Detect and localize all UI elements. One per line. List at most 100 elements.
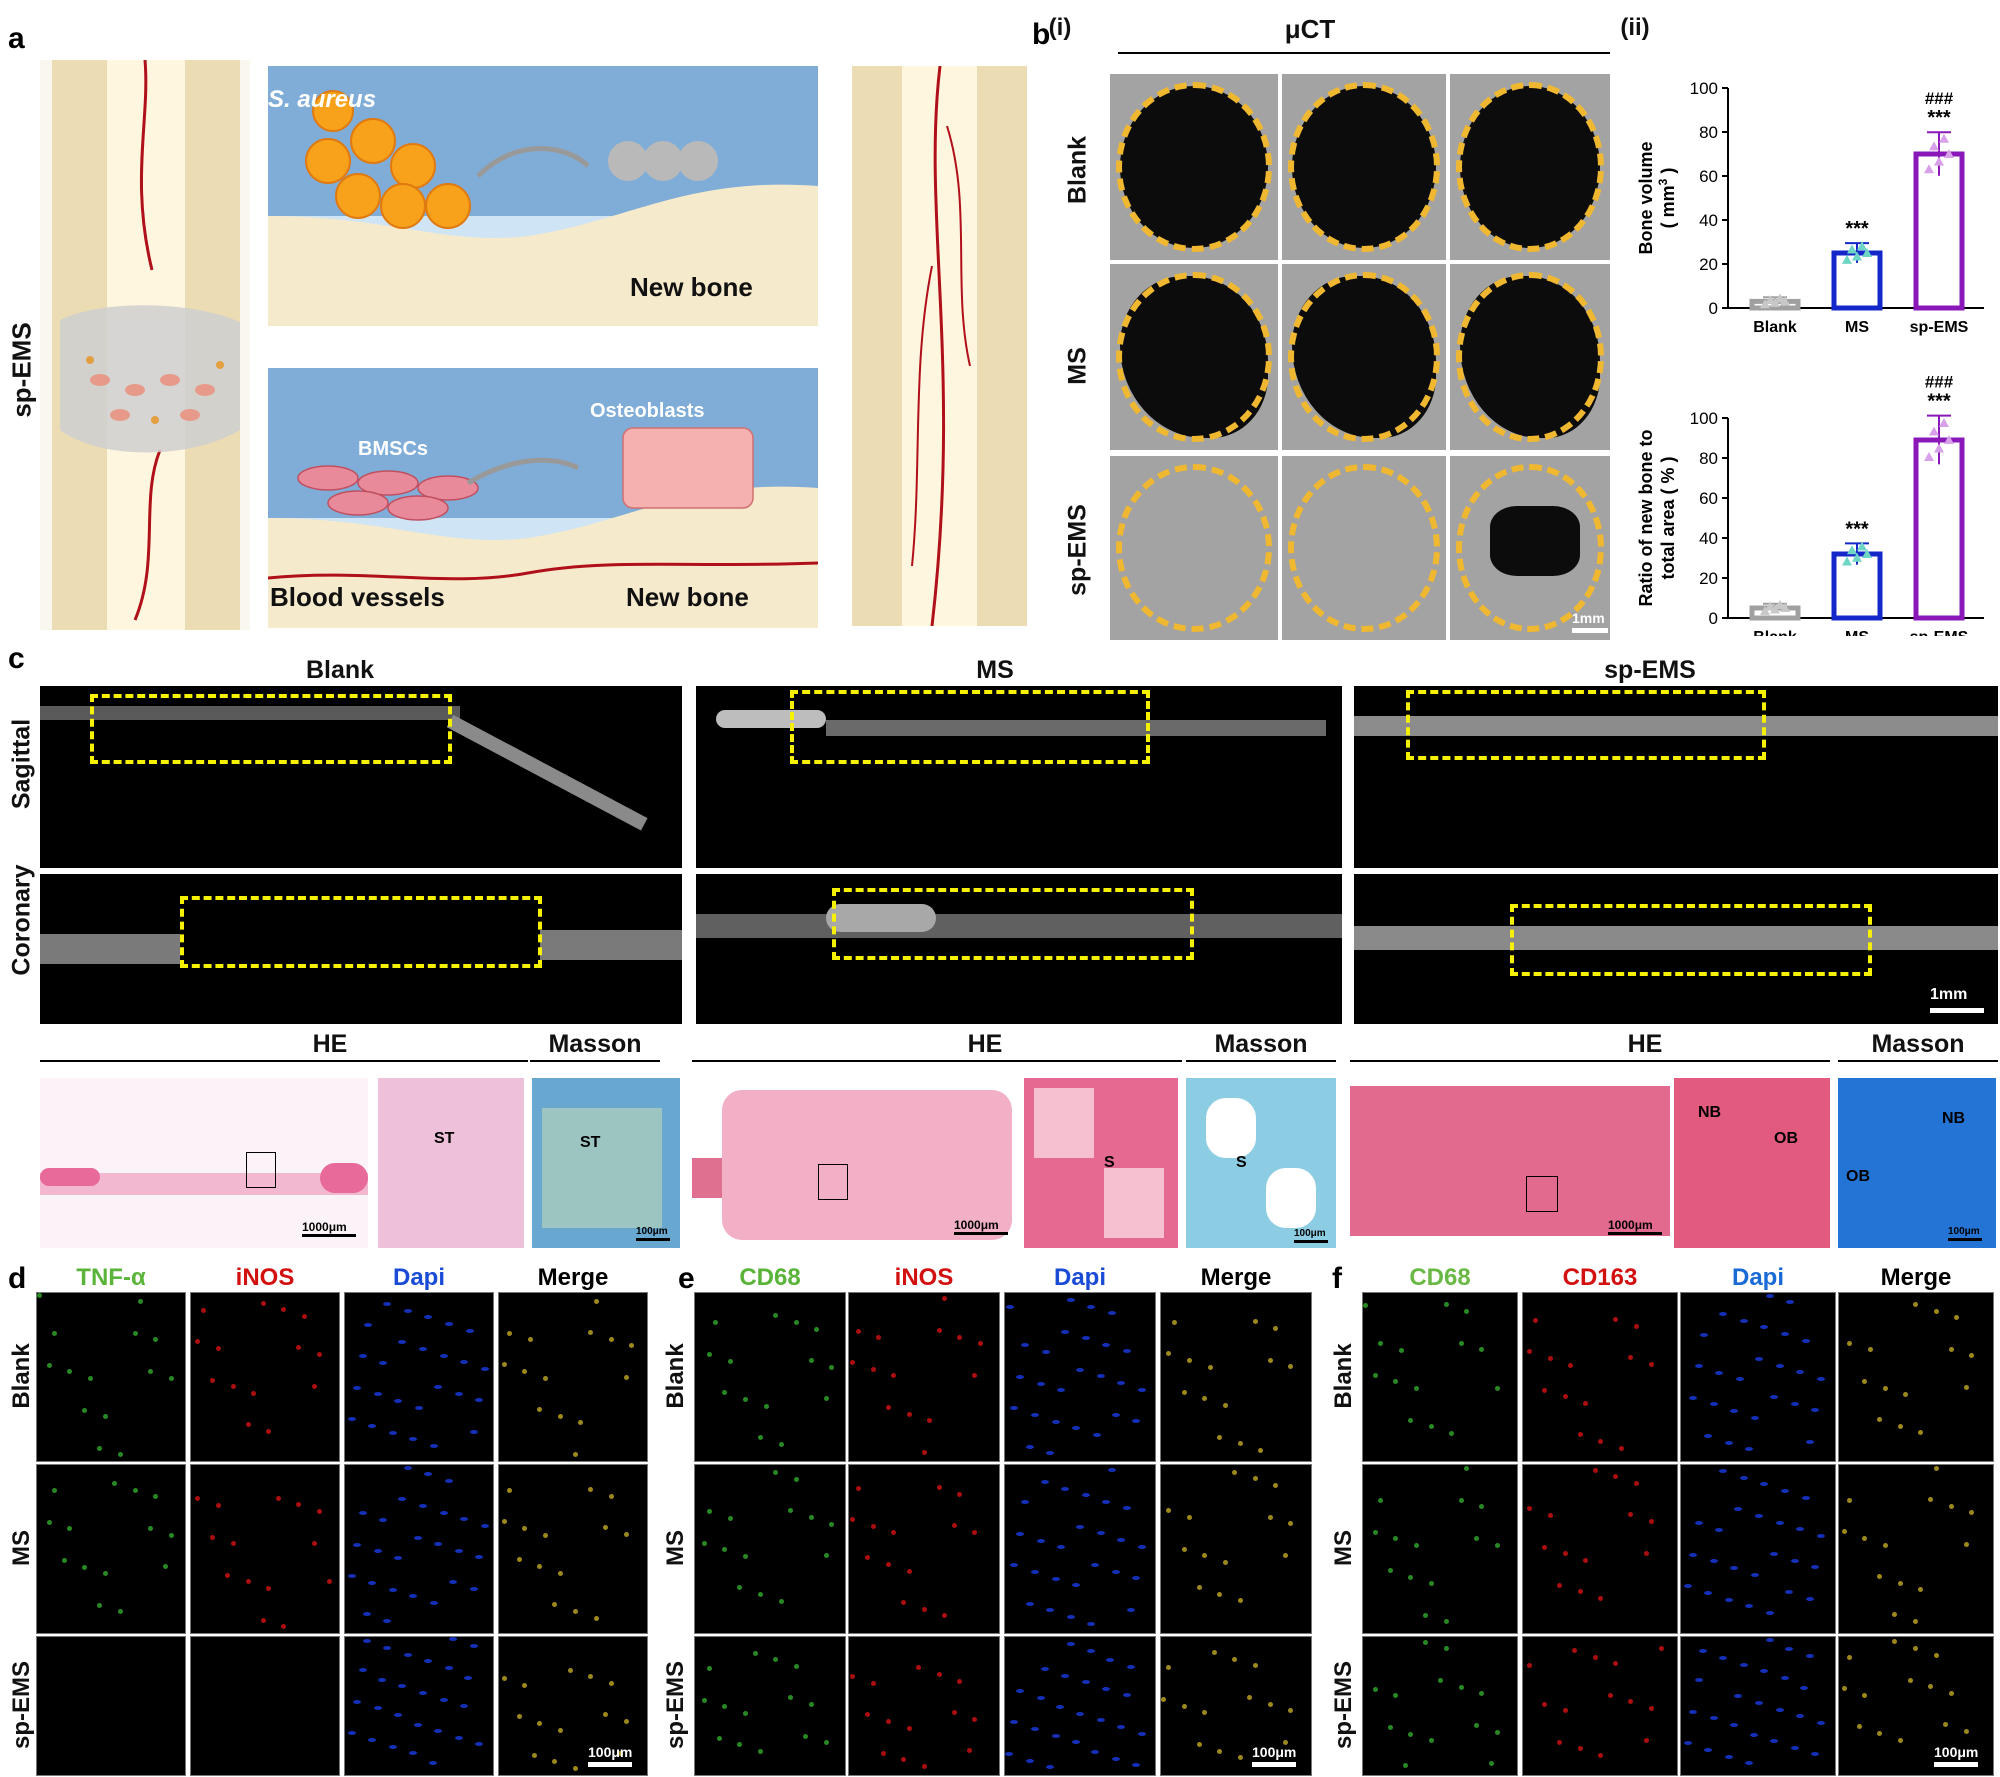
ct-coronary-sp-ems: [1354, 874, 1998, 1024]
masson-ms: S 100μm: [1186, 1078, 1336, 1248]
panel-label-c: c: [8, 642, 25, 675]
if-image: [848, 1636, 1000, 1776]
bmscs-label: BMSCs: [358, 438, 429, 460]
y-tick-label: 40: [1699, 529, 1718, 548]
data-point: [1842, 556, 1852, 566]
if-image: [498, 1464, 648, 1634]
ct-sagittal-ms: [696, 686, 1342, 868]
masson-header-blank: Masson: [548, 1030, 642, 1058]
panel-c-header-ms: MS: [976, 656, 1014, 684]
masson-sp-ems: NB OB 100μm: [1838, 1078, 1996, 1248]
nb-label: NB: [1698, 1104, 1722, 1121]
panel-b-sub-i: (i): [1048, 14, 1072, 41]
data-point: [1852, 251, 1862, 261]
panel-c-row-coronary: Coronary: [7, 864, 36, 976]
data-point: [1929, 141, 1939, 151]
if-image: [1160, 1636, 1312, 1776]
uct-image: [1282, 74, 1446, 260]
panel-c-header-sp-ems: sp-EMS: [1604, 656, 1696, 684]
if-image: [498, 1636, 648, 1776]
he-header-ms: HE: [967, 1030, 1003, 1058]
ob-label: OB: [1774, 1130, 1798, 1147]
data-point: [1924, 452, 1934, 462]
y-tick-label: 100: [1690, 79, 1718, 98]
if-row-label: MS: [1330, 1530, 1357, 1566]
if-scale-text: 100μm: [588, 1744, 633, 1760]
if-stain-header: iNOS: [894, 1264, 954, 1291]
if-image: [190, 1636, 340, 1776]
new-bone-ratio-chart: 020406080100BlankMS***sp-EMS***###Ratio …: [1636, 373, 1984, 636]
y-tick-label: 20: [1699, 569, 1718, 588]
if-image: [1680, 1292, 1836, 1462]
data-point: [1847, 545, 1857, 555]
if-stain-header: Merge: [1880, 1264, 1952, 1291]
if-image: [344, 1464, 494, 1634]
s-aureus-illustration: [268, 66, 818, 326]
uct-title-rule: [1118, 52, 1610, 54]
data-point: [1939, 417, 1949, 427]
if-stain-header: CD68: [739, 1264, 801, 1291]
if-image: [694, 1636, 846, 1776]
if-scale-bar: [1252, 1762, 1296, 1767]
data-point: [1770, 604, 1780, 614]
data-point: [1862, 549, 1872, 558]
data-point: [1857, 241, 1867, 251]
significance-label: ***: [1845, 518, 1869, 540]
masson-rule-ms: [1186, 1060, 1336, 1062]
masson-header-sp-ems: Masson: [1871, 1030, 1965, 1058]
uct-image: [1450, 456, 1610, 640]
uct-image: [1282, 456, 1446, 640]
if-scale-bar: [1934, 1762, 1978, 1767]
ct-scale-bar: [1930, 1008, 1984, 1013]
masson-blank: ST 100μm: [532, 1078, 680, 1248]
defect-outline: [1288, 464, 1440, 632]
ct-coronary-ms: [696, 874, 1342, 1024]
defect-outline: [1456, 272, 1604, 442]
data-point: [1765, 601, 1775, 611]
if-image: [344, 1636, 494, 1776]
significance-label: ***: [1845, 218, 1869, 240]
defect-outline: [1116, 82, 1272, 252]
data-point: [1760, 299, 1770, 309]
st-label: ST: [580, 1134, 601, 1151]
significance-label: ***: [1927, 107, 1951, 129]
scale-text: 100μm: [636, 1226, 668, 1237]
if-image: [36, 1464, 186, 1634]
uct-scale-bar: [1572, 628, 1608, 633]
if-stain-header: Dapi: [392, 1264, 445, 1291]
uct-image: [1110, 264, 1278, 450]
defect-outline: [1288, 272, 1440, 442]
masson-rule-blank: [530, 1060, 660, 1062]
if-image: [1362, 1636, 1518, 1776]
data-point: [1934, 443, 1944, 453]
if-stain-header: CD163: [1562, 1264, 1638, 1291]
panel-c-header-blank: Blank: [305, 656, 375, 684]
if-row-label: sp-EMS: [1330, 1660, 1357, 1750]
if-row-label: sp-EMS: [662, 1660, 689, 1750]
uct-title: μCT: [1284, 14, 1336, 44]
if-image: [1522, 1292, 1678, 1462]
bone-fracture-illustration: [40, 60, 250, 630]
x-tick-label: Blank: [1753, 629, 1797, 636]
he-zoom-ms: S: [1024, 1078, 1178, 1248]
y-axis-label-line2: ( mm3 ): [1656, 168, 1678, 229]
defect-outline: [1116, 464, 1272, 632]
uct-image: [1282, 264, 1446, 450]
if-stain-header: Dapi: [1731, 1264, 1784, 1291]
data-point: [1847, 244, 1857, 254]
roi-box: [1510, 904, 1872, 976]
if-scale-text: 100μm: [1934, 1744, 1979, 1760]
if-image: [190, 1464, 340, 1634]
he-rule-sp-ems: [1350, 1060, 1830, 1062]
if-image: [1362, 1464, 1518, 1634]
if-row-label: Blank: [8, 1343, 35, 1409]
roi-box: [180, 896, 542, 968]
y-tick-label: 60: [1699, 489, 1718, 508]
if-image: [694, 1292, 846, 1462]
ct-coronary-blank: [40, 874, 682, 1024]
panel-c-row-sagittal: Sagittal: [7, 718, 36, 810]
if-row-label: sp-EMS: [8, 1660, 35, 1750]
panel-label-e: e: [678, 1262, 695, 1295]
if-image: [1680, 1464, 1836, 1634]
